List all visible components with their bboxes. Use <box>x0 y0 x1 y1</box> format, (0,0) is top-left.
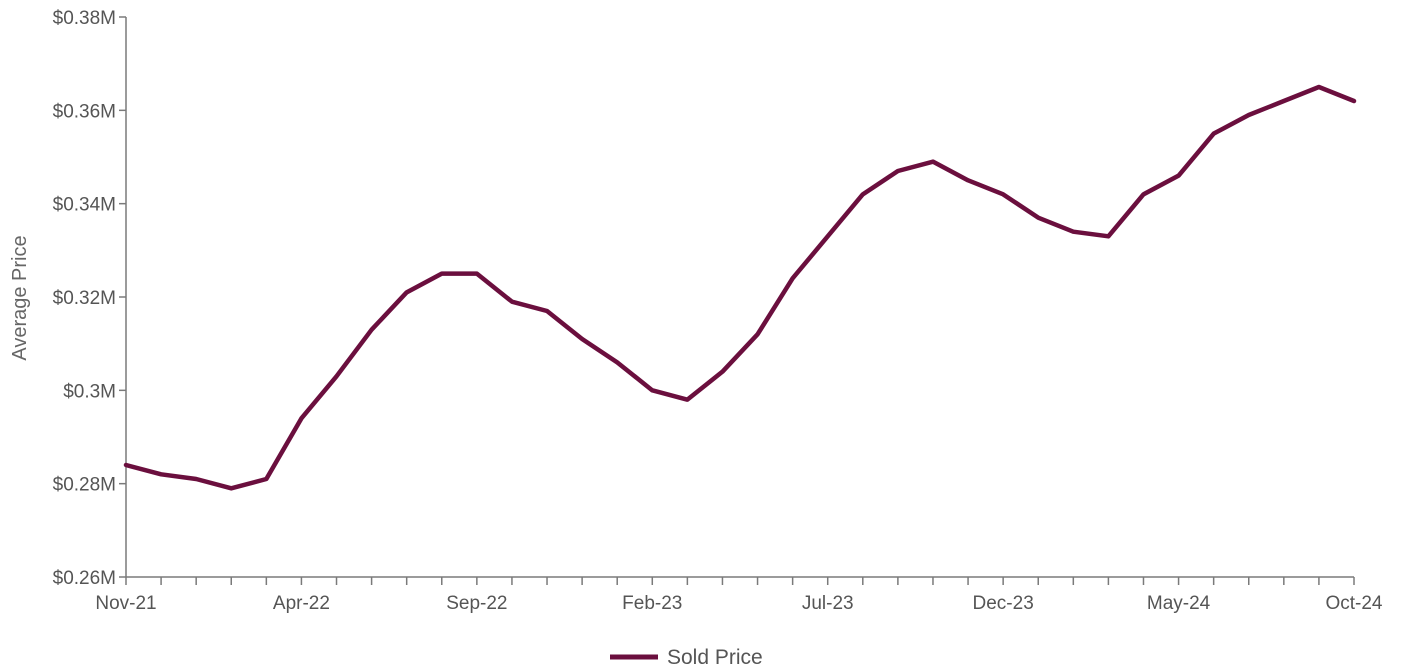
x-tick-label: May-24 <box>1147 593 1211 614</box>
x-tick-label: Sep-22 <box>446 593 507 614</box>
y-axis-title: Average Price <box>9 235 31 360</box>
y-tick-label: $0.34M <box>53 195 116 216</box>
x-tick-label: Apr-22 <box>273 593 330 614</box>
y-axis-ticks: $0.26M $0.28M $0.3M $0.32M $0.34M $0.36M $0.38… <box>53 8 126 589</box>
x-tick-label: Nov-21 <box>95 593 156 614</box>
y-tick-label: $0.28M <box>53 475 116 496</box>
series-line-sold-price <box>123 84 1357 491</box>
legend-label-sold-price: Sold Price <box>667 646 763 669</box>
y-tick-label: $0.36M <box>53 101 116 122</box>
x-tick-label: Dec-23 <box>973 593 1034 614</box>
y-tick-label: $0.26M <box>53 568 116 589</box>
x-tick-label: Feb-23 <box>622 593 682 614</box>
x-axis-ticks: Nov-21 Apr-22 Sep-22 Feb-23 Jul-23 Dec-23 May-… <box>95 577 1383 614</box>
y-tick-label: $0.38M <box>53 8 116 29</box>
y-tick-label: $0.32M <box>53 288 116 309</box>
y-tick-label: $0.3M <box>63 381 116 402</box>
legend: Sold Price <box>610 646 763 669</box>
series-layer <box>123 84 1357 491</box>
x-tick-label: Oct-24 <box>1325 593 1382 614</box>
x-tick-label: Jul-23 <box>802 593 854 614</box>
